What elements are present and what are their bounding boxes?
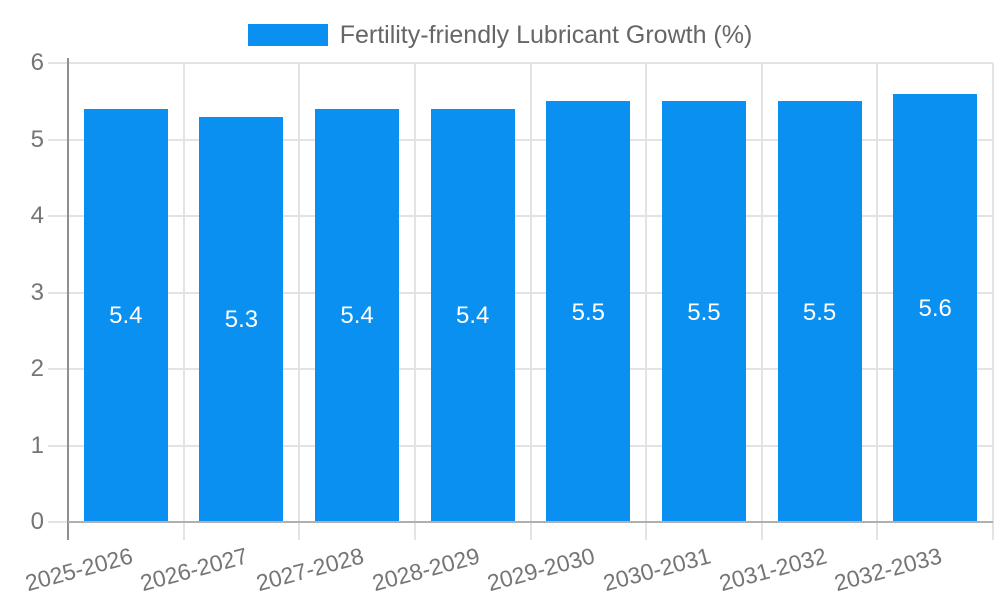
- bar-value-label: 5.5: [571, 298, 605, 326]
- x-gridline: [529, 63, 532, 540]
- y-tick-label: 2: [30, 355, 44, 382]
- bar-value-label: 5.5: [687, 298, 721, 326]
- x-gridline: [992, 63, 994, 540]
- x-gridline: [645, 63, 648, 540]
- bar-2027-2028[interactable]: [315, 108, 400, 522]
- y-tick-mark: [48, 62, 68, 64]
- x-gridline: [760, 63, 763, 540]
- y-axis-line: [67, 58, 69, 540]
- x-gridline: [413, 63, 416, 540]
- y-tick-mark: [48, 215, 68, 217]
- y-tick-mark: [48, 138, 68, 141]
- x-gridline: [876, 63, 879, 540]
- y-tick-mark: [48, 368, 68, 370]
- bar-value-label: 5.4: [456, 302, 490, 330]
- y-tick-mark: [48, 444, 68, 447]
- x-tick-label: 2032-2033: [831, 542, 945, 597]
- y-tick-label: 4: [30, 202, 44, 229]
- x-tick-label: 2027-2028: [253, 542, 367, 597]
- x-tick-label: 2029-2030: [484, 542, 598, 597]
- y-tick-label: 3: [30, 278, 44, 306]
- x-tick-label: 2025-2026: [22, 542, 136, 597]
- bar-value-label: 5.4: [340, 302, 374, 330]
- bar-2028-2029[interactable]: [430, 108, 515, 522]
- y-tick-label: 0: [30, 508, 44, 535]
- bar-value-label: 5.3: [224, 306, 259, 334]
- y-tick-mark: [48, 291, 68, 294]
- bar-value-label: 5.4: [109, 302, 143, 330]
- y-tick-label: 1: [30, 431, 44, 459]
- bar-value-label: 5.6: [918, 294, 952, 322]
- y-tick-mark: [48, 521, 68, 523]
- y-tick-label: 6: [30, 49, 44, 76]
- legend-swatch: [247, 24, 328, 46]
- x-tick-label: 2026-2027: [137, 542, 251, 597]
- bar-2030-2031[interactable]: [661, 101, 746, 522]
- bar-2032-2033[interactable]: [893, 93, 978, 522]
- legend-item[interactable]: Fertility-friendly Lubricant Growth (%): [0, 18, 1000, 52]
- bar-2029-2030[interactable]: [546, 101, 631, 522]
- bar-2026-2027[interactable]: [199, 116, 284, 522]
- legend-label: Fertility-friendly Lubricant Growth (%): [339, 21, 753, 49]
- x-tick-label: 2028-2029: [369, 542, 483, 597]
- y-tick-label: 5: [30, 125, 44, 153]
- bar-value-label: 5.5: [802, 298, 837, 326]
- x-gridline: [298, 63, 301, 540]
- bar-2031-2032[interactable]: [777, 101, 862, 522]
- x-tick-label: 2031-2032: [715, 542, 829, 597]
- bar-2025-2026[interactable]: [83, 108, 168, 522]
- x-tick-label: 2030-2031: [600, 542, 714, 597]
- x-axis-baseline: [68, 521, 993, 523]
- x-gridline: [182, 63, 185, 540]
